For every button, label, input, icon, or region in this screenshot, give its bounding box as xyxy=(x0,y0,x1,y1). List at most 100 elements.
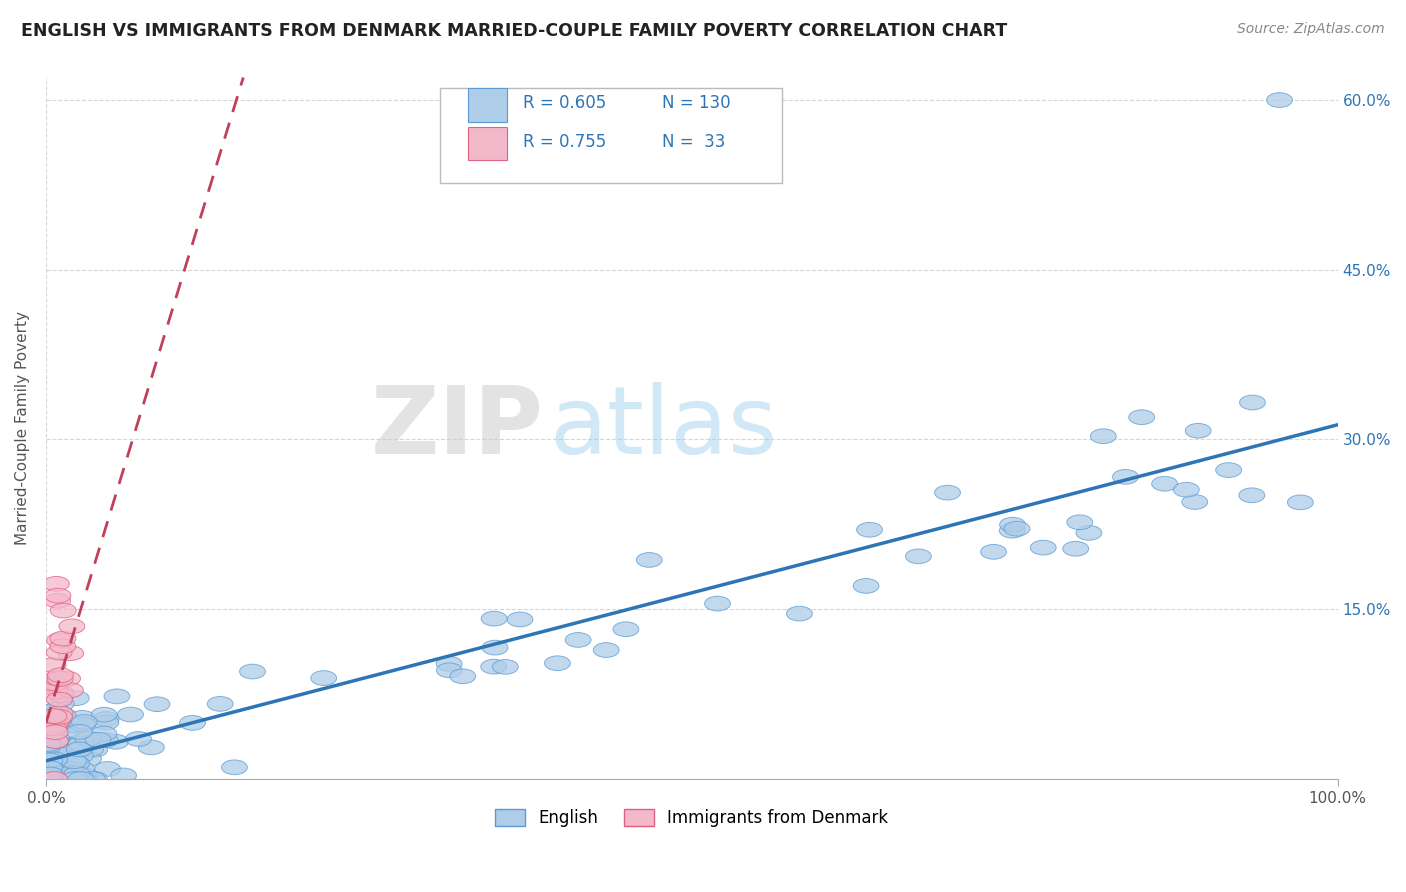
Ellipse shape xyxy=(46,633,73,648)
Ellipse shape xyxy=(138,740,165,755)
Ellipse shape xyxy=(39,768,66,783)
Ellipse shape xyxy=(1152,476,1178,491)
Ellipse shape xyxy=(60,719,86,733)
Ellipse shape xyxy=(311,671,336,685)
Ellipse shape xyxy=(48,688,75,703)
Ellipse shape xyxy=(42,752,67,767)
Ellipse shape xyxy=(59,772,84,786)
Ellipse shape xyxy=(76,751,101,766)
Ellipse shape xyxy=(41,676,67,690)
Ellipse shape xyxy=(44,734,69,748)
Ellipse shape xyxy=(103,734,128,749)
Ellipse shape xyxy=(69,734,96,748)
Ellipse shape xyxy=(48,697,75,711)
Ellipse shape xyxy=(37,761,63,775)
FancyBboxPatch shape xyxy=(440,88,782,183)
Ellipse shape xyxy=(70,772,96,786)
Ellipse shape xyxy=(45,593,70,608)
Ellipse shape xyxy=(125,731,152,747)
Ellipse shape xyxy=(481,659,506,674)
Legend: English, Immigrants from Denmark: English, Immigrants from Denmark xyxy=(489,802,894,834)
Ellipse shape xyxy=(63,690,89,706)
Ellipse shape xyxy=(63,756,90,771)
Ellipse shape xyxy=(42,703,69,717)
Ellipse shape xyxy=(63,737,89,751)
Ellipse shape xyxy=(37,772,63,786)
Ellipse shape xyxy=(65,739,90,753)
Text: ZIP: ZIP xyxy=(370,382,543,475)
Ellipse shape xyxy=(1067,515,1092,530)
Ellipse shape xyxy=(69,710,96,725)
Text: R = 0.755: R = 0.755 xyxy=(523,133,606,151)
Ellipse shape xyxy=(93,712,120,726)
Ellipse shape xyxy=(481,611,508,626)
Ellipse shape xyxy=(35,739,60,754)
Ellipse shape xyxy=(77,742,104,756)
Ellipse shape xyxy=(59,765,84,780)
Ellipse shape xyxy=(63,752,89,766)
Ellipse shape xyxy=(38,739,65,753)
Ellipse shape xyxy=(55,772,82,786)
Ellipse shape xyxy=(41,721,66,736)
Ellipse shape xyxy=(1216,463,1241,477)
Ellipse shape xyxy=(44,764,69,779)
Ellipse shape xyxy=(59,769,86,784)
Text: N = 130: N = 130 xyxy=(662,95,731,112)
Ellipse shape xyxy=(45,760,72,775)
Ellipse shape xyxy=(45,712,70,726)
Ellipse shape xyxy=(67,748,93,763)
Ellipse shape xyxy=(704,596,730,611)
Ellipse shape xyxy=(207,697,233,711)
Ellipse shape xyxy=(222,760,247,774)
Ellipse shape xyxy=(52,772,77,786)
Ellipse shape xyxy=(55,672,80,686)
Ellipse shape xyxy=(52,772,77,786)
Ellipse shape xyxy=(66,724,93,739)
Text: Source: ZipAtlas.com: Source: ZipAtlas.com xyxy=(1237,22,1385,37)
Ellipse shape xyxy=(46,645,72,660)
Ellipse shape xyxy=(63,762,89,777)
Ellipse shape xyxy=(104,689,129,704)
Ellipse shape xyxy=(79,772,105,786)
Ellipse shape xyxy=(39,704,65,719)
Ellipse shape xyxy=(60,754,87,769)
Ellipse shape xyxy=(46,709,72,724)
Ellipse shape xyxy=(72,772,97,786)
Ellipse shape xyxy=(51,632,76,646)
Ellipse shape xyxy=(1182,495,1208,509)
Ellipse shape xyxy=(58,683,83,698)
Ellipse shape xyxy=(94,762,121,776)
Ellipse shape xyxy=(42,684,67,699)
Ellipse shape xyxy=(1185,424,1211,438)
Ellipse shape xyxy=(42,757,67,772)
Ellipse shape xyxy=(51,772,76,786)
Ellipse shape xyxy=(93,715,118,730)
Ellipse shape xyxy=(35,737,60,751)
Ellipse shape xyxy=(450,669,475,683)
Ellipse shape xyxy=(436,657,463,671)
Ellipse shape xyxy=(67,737,94,751)
Ellipse shape xyxy=(593,642,619,657)
Ellipse shape xyxy=(62,772,89,786)
Ellipse shape xyxy=(41,772,67,786)
Ellipse shape xyxy=(37,753,62,768)
Ellipse shape xyxy=(1267,93,1292,107)
Ellipse shape xyxy=(48,706,73,721)
Ellipse shape xyxy=(48,668,73,682)
Ellipse shape xyxy=(1076,525,1102,541)
Ellipse shape xyxy=(980,544,1007,559)
FancyBboxPatch shape xyxy=(468,88,508,121)
Ellipse shape xyxy=(48,760,73,774)
Ellipse shape xyxy=(66,742,93,756)
Ellipse shape xyxy=(118,707,143,722)
Ellipse shape xyxy=(58,646,83,661)
Ellipse shape xyxy=(1239,488,1265,503)
Ellipse shape xyxy=(239,665,266,679)
Ellipse shape xyxy=(853,579,879,593)
Ellipse shape xyxy=(42,719,69,733)
Ellipse shape xyxy=(72,768,97,782)
Ellipse shape xyxy=(613,622,638,637)
FancyBboxPatch shape xyxy=(468,127,508,161)
Ellipse shape xyxy=(508,612,533,627)
Ellipse shape xyxy=(51,762,77,777)
